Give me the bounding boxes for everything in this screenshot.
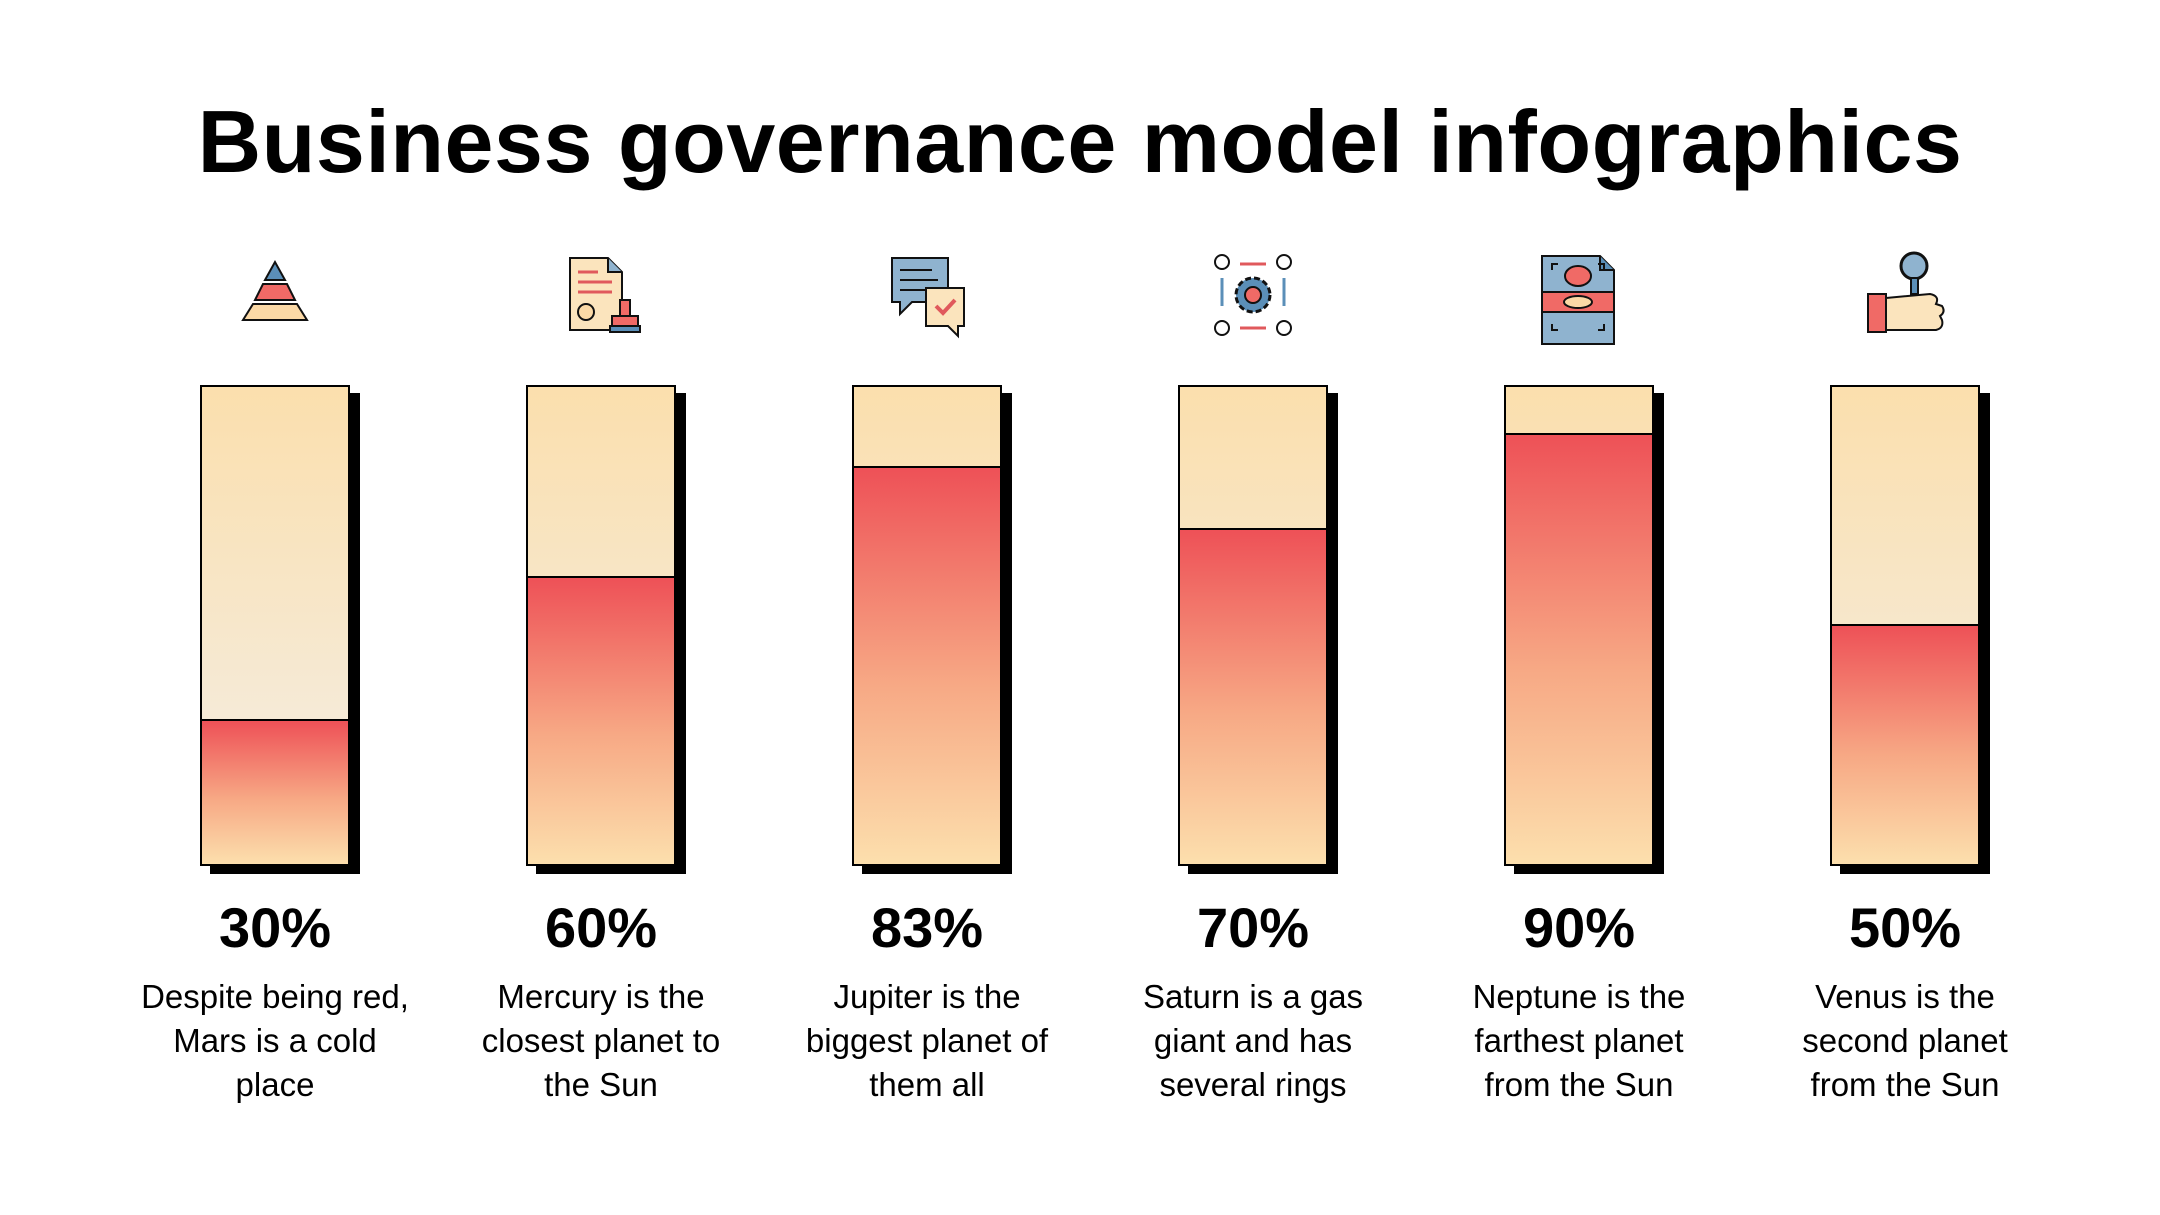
- data-label: 90%: [1522, 896, 1636, 959]
- bar-column: 30% Despite being red, Mars is a cold pla…: [125, 250, 425, 1130]
- bar-track: [200, 385, 350, 866]
- bar-fill: [1506, 432, 1652, 864]
- scan-document-icon: [1534, 250, 1624, 350]
- data-label: 30%: [218, 896, 332, 959]
- data-label: 50%: [1848, 896, 1962, 959]
- bar-column: 60% Mercury is the closest planet to the …: [451, 250, 751, 1130]
- data-label: 83%: [870, 896, 984, 959]
- bar-column: 90% Neptune is the farthest planet from t…: [1429, 250, 1729, 1130]
- hand-magnifier-icon: [1860, 250, 1950, 350]
- bar-track: [1830, 385, 1980, 866]
- bar-fill: [1180, 528, 1326, 864]
- bar-track: [1178, 385, 1328, 866]
- bar-description: Venus is the second planet from the Sun: [1802, 978, 2008, 1103]
- bar-column: 50% Venus is the second planet from the S…: [1755, 250, 2055, 1130]
- bar-track: [1504, 385, 1654, 866]
- bar-fill: [528, 575, 674, 864]
- document-stamp-icon: [556, 250, 646, 350]
- bar-fill: [854, 466, 1000, 864]
- bar-description: Despite being red, Mars is a cold place: [141, 978, 409, 1103]
- pyramid-icon: [230, 250, 320, 350]
- bar-track: [852, 385, 1002, 866]
- bar-description: Jupiter is the biggest planet of them al…: [805, 978, 1049, 1103]
- bar-column: 83% Jupiter is the biggest planet of them…: [777, 250, 1077, 1130]
- bar-description: Saturn is a gas giant and has several ri…: [1142, 978, 1364, 1103]
- bar-fill: [202, 718, 348, 864]
- gear-workflow-icon: [1208, 250, 1298, 350]
- bar-fill: [1832, 623, 1978, 864]
- bar-column: 70% Saturn is a gas giant and has several…: [1103, 250, 1403, 1130]
- data-label: 60%: [544, 896, 658, 959]
- bar-track: [526, 385, 676, 866]
- bar-description: Mercury is the closest planet to the Sun: [481, 978, 721, 1103]
- data-label: 70%: [1196, 896, 1310, 959]
- chat-approval-icon: [882, 250, 972, 350]
- bar-description: Neptune is the farthest planet from the …: [1472, 978, 1686, 1103]
- page-title: Business governance model infographics: [197, 92, 1963, 191]
